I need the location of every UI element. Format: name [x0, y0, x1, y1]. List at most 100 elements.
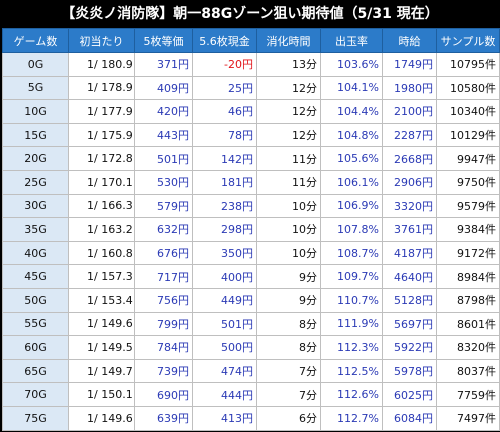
table-cell: 1/ 166.3: [68, 193, 135, 219]
table-cell: 1/ 175.9: [68, 122, 135, 148]
table-cell: 9分: [256, 264, 321, 289]
table-cell: 8分: [256, 311, 321, 337]
table-cell: 10G: [2, 99, 69, 124]
table-cell: 112.6%: [320, 382, 383, 407]
table-cell: 1/ 172.8: [68, 146, 135, 171]
table-cell: 10580件: [436, 75, 500, 101]
table-row: 5G 1/ 178.9 409円 25円 12分 104.1% 1980円 10580件: [2, 75, 500, 101]
table-cell: 298円: [192, 217, 257, 242]
table-cell: 9579件: [436, 193, 500, 219]
table-cell: 50G: [2, 287, 69, 313]
table-cell: 0G: [2, 52, 69, 77]
table-cell: 420円: [134, 99, 193, 124]
table-cell: 8601件: [436, 311, 500, 337]
table-cell: 7759件: [436, 382, 500, 407]
table-row: 0G 1/ 180.9 371円 -20円 13分 103.6% 1749円 10795件: [2, 52, 500, 77]
table-cell: 371円: [134, 52, 193, 77]
table-cell: 11分: [256, 146, 321, 171]
expected-value-table: ゲーム数 初当たり 5枚等価 5.6枚現金 消化時間 出玉率 時給 サンプル数 0G 1/ 18…: [2, 28, 500, 431]
table-cell: 632円: [134, 217, 193, 242]
column-header: 初当たり: [68, 28, 135, 53]
table-row: 40G 1/ 160.8 676円 350円 10分 108.7% 4187円 9172件: [2, 240, 500, 266]
table-cell: 111.9%: [320, 311, 383, 337]
table-cell: 1/ 149.7: [68, 358, 135, 384]
table-cell: 2287円: [382, 122, 437, 148]
table-row: 30G 1/ 166.3 579円 238円 10分 106.9% 3320円 9579件: [2, 193, 500, 219]
table-cell: 106.1%: [320, 169, 383, 195]
table-cell: 1/ 149.5: [68, 335, 135, 360]
table-cell: 30G: [2, 193, 69, 219]
table-cell: 65G: [2, 358, 69, 384]
table-cell: 10分: [256, 193, 321, 219]
table-cell: 112.5%: [320, 358, 383, 384]
table-cell: 55G: [2, 311, 69, 337]
table-cell: 799円: [134, 311, 193, 337]
table-cell: 103.6%: [320, 52, 383, 77]
table-cell: 10分: [256, 240, 321, 266]
table-body: 0G 1/ 180.9 371円 -20円 13分 103.6% 1749円 10795件 5G…: [2, 52, 500, 431]
table-cell: 1/ 157.3: [68, 264, 135, 289]
table-cell: 474円: [192, 358, 257, 384]
table-cell: 104.4%: [320, 99, 383, 124]
table-cell: 35G: [2, 217, 69, 242]
table-row: 65G 1/ 149.7 739円 474円 7分 112.5% 5978円 8037件: [2, 358, 500, 384]
table-cell: 20G: [2, 146, 69, 171]
table-cell: 8798件: [436, 287, 500, 313]
table-cell: 350円: [192, 240, 257, 266]
table-cell: 756円: [134, 287, 193, 313]
table-cell: 501円: [134, 146, 193, 171]
table-row: 50G 1/ 153.4 756円 449円 9分 110.7% 5128円 8798件: [2, 287, 500, 313]
table-cell: 676円: [134, 240, 193, 266]
table-cell: 9172件: [436, 240, 500, 266]
table-cell: 4640円: [382, 264, 437, 289]
table-cell: 109.7%: [320, 264, 383, 289]
table-cell: 25G: [2, 169, 69, 195]
table-cell: 12分: [256, 122, 321, 148]
table-cell: 3761円: [382, 217, 437, 242]
table-cell: 639円: [134, 405, 193, 431]
table-cell: 12分: [256, 75, 321, 101]
table-cell: 5G: [2, 75, 69, 101]
table-cell: 104.8%: [320, 122, 383, 148]
table-cell: 1/ 178.9: [68, 75, 135, 101]
table-cell: 1/ 163.2: [68, 217, 135, 242]
table-cell: 75G: [2, 405, 69, 431]
table-cell: 1/ 180.9: [68, 52, 135, 77]
table-cell: 40G: [2, 240, 69, 266]
table-cell: 6084円: [382, 405, 437, 431]
table-cell: 12分: [256, 99, 321, 124]
table-cell: 181円: [192, 169, 257, 195]
table-cell: 7497件: [436, 405, 500, 431]
table-cell: 9384件: [436, 217, 500, 242]
column-header: サンプル数: [436, 28, 500, 53]
table-cell: 110.7%: [320, 287, 383, 313]
table-cell: 13分: [256, 52, 321, 77]
table-cell: 1/ 177.9: [68, 99, 135, 124]
table-cell: 690円: [134, 382, 193, 407]
table-cell: 1/ 153.4: [68, 287, 135, 313]
table-cell: 501円: [192, 311, 257, 337]
table-row: 20G 1/ 172.8 501円 142円 11分 105.6% 2668円 9947件: [2, 146, 500, 171]
table-cell: 105.6%: [320, 146, 383, 171]
table-cell: 2668円: [382, 146, 437, 171]
table-cell: 739円: [134, 358, 193, 384]
table-cell: 8分: [256, 335, 321, 360]
table-cell: 112.3%: [320, 335, 383, 360]
table-row: 60G 1/ 149.5 784円 500円 8分 112.3% 5922円 8320件: [2, 335, 500, 360]
table-cell: 5978円: [382, 358, 437, 384]
table-cell: 3320円: [382, 193, 437, 219]
table-cell: 443円: [134, 122, 193, 148]
table-cell: 107.8%: [320, 217, 383, 242]
table-cell: 8037件: [436, 358, 500, 384]
table-cell: 15G: [2, 122, 69, 148]
table-cell: 500円: [192, 335, 257, 360]
table-cell: 78円: [192, 122, 257, 148]
table-cell: 70G: [2, 382, 69, 407]
table-cell: 142円: [192, 146, 257, 171]
table-cell: 5128円: [382, 287, 437, 313]
table-cell: 106.9%: [320, 193, 383, 219]
page-title: 【炎炎ノ消防隊】朝一88Gゾーン狙い期待値（5/31 現在）: [61, 6, 439, 22]
table-cell: 717円: [134, 264, 193, 289]
table-cell: 9947件: [436, 146, 500, 171]
